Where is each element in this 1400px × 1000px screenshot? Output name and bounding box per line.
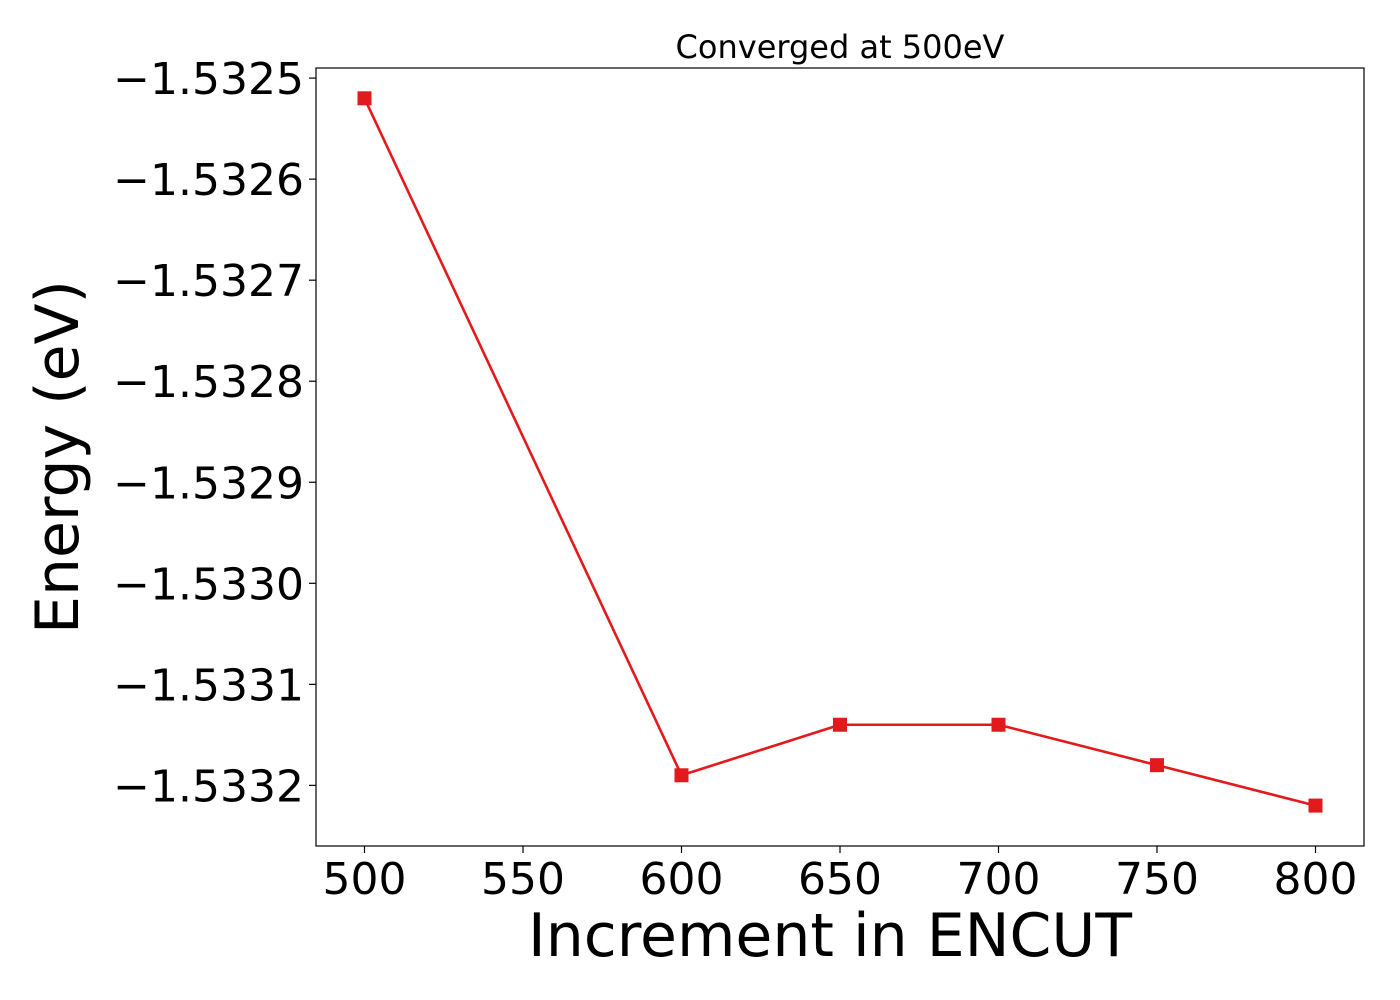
x-tick-label: 700: [957, 854, 1041, 905]
chart-title: Converged at 500eV: [676, 28, 1005, 66]
y-tick-label: −1.5327: [113, 256, 304, 307]
data-point-marker: [357, 91, 372, 106]
x-tick-label: 800: [1274, 854, 1358, 905]
data-point-marker: [1149, 758, 1164, 773]
y-tick-label: −1.5330: [113, 559, 304, 610]
y-axis-label: Energy (eV): [23, 280, 93, 634]
plot-frame: [315, 67, 1365, 847]
x-tick-label: 550: [481, 854, 565, 905]
x-axis: 500 550 600 650 700 750 800: [323, 846, 1358, 905]
y-tick-label: −1.5325: [113, 54, 304, 105]
x-axis-label: Increment in ENCUT: [528, 901, 1132, 971]
data-point-marker: [674, 768, 689, 783]
y-axis: −1.5325 −1.5326 −1.5327 −1.5328 −1.5329 −1.53…: [113, 54, 316, 812]
y-tick-label: −1.5331: [113, 660, 304, 711]
plot-series: [357, 91, 1323, 813]
y-tick-label: −1.5329: [113, 458, 304, 509]
data-point-marker: [1308, 798, 1323, 813]
x-tick-label: 750: [1115, 854, 1199, 905]
x-tick-label: 650: [798, 854, 882, 905]
series-line: [363, 97, 1316, 807]
x-tick-label: 500: [323, 854, 407, 905]
data-point-marker: [991, 717, 1006, 732]
y-tick-label: −1.5328: [113, 357, 304, 408]
x-tick-label: 600: [640, 854, 724, 905]
y-tick-label: −1.5332: [113, 761, 304, 812]
data-point-marker: [833, 717, 847, 732]
y-tick-label: −1.5326: [113, 155, 304, 206]
